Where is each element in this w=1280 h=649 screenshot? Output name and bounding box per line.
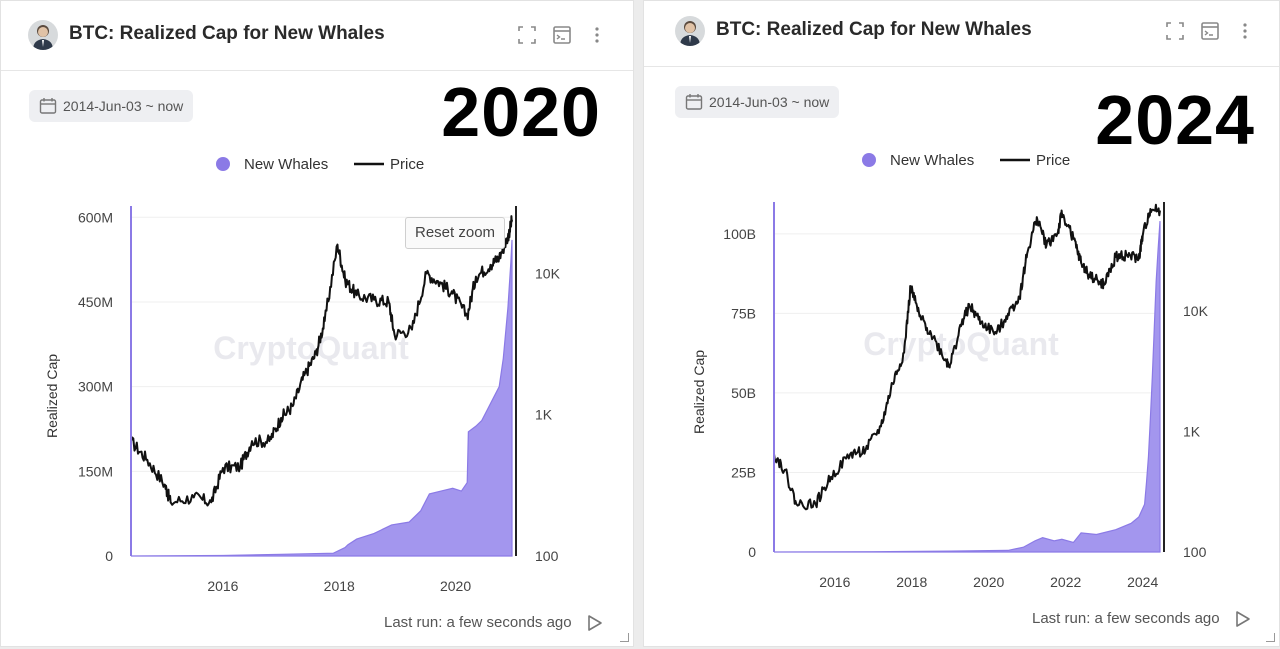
date-range-text: 2014-Jun-03 ~ now [709,94,830,110]
y-right-tick-label: 1K [535,407,553,423]
year-overlay: 2020 [441,73,601,151]
y-tick-label: 150M [78,463,113,479]
chart-area[interactable]: CryptoQuant 0 25B 50B 75B 100B 100 1K 10K 2016 201… [644,1,1280,601]
series-area-new-whales [773,221,1161,553]
x-tick-label: 2024 [1127,574,1158,590]
x-tick-label: 2020 [973,574,1004,590]
date-range-text: 2014-Jun-03 ~ now [63,98,184,114]
date-range-selector[interactable]: 2014-Jun-03 ~ now [675,86,840,118]
y-right-tick-label: 100 [1183,544,1207,560]
chart-area[interactable]: CryptoQuant0150M300M450M600M1001K10K2016… [1,1,634,601]
watermark-text: CryptoQuant [863,326,1059,362]
calendar-icon [685,94,703,110]
year-overlay: 2024 [1095,81,1255,159]
resize-handle[interactable] [1266,633,1275,642]
last-run-status: Last run: a few seconds ago [1032,610,1220,627]
y-tick-label: 300M [78,379,113,395]
y-tick-label: 450M [78,294,113,310]
y-tick-label: 0 [105,548,113,564]
y-right-tick-label: 100 [535,548,559,564]
y-right-tick-label: 10K [1183,303,1209,319]
fullscreen-icon[interactable] [1165,21,1185,41]
run-play-icon[interactable] [1234,610,1252,628]
y-tick-label: 75B [731,305,756,321]
chart-panel-left: BTC: Realized Cap for New Whales 2014-Ju… [0,0,634,647]
y-tick-label: 100B [723,226,756,242]
chart-title: BTC: Realized Cap for New Whales [716,19,1032,40]
y-tick-label: 50B [731,385,756,401]
panel-header: BTC: Realized Cap for New Whales [644,1,1279,67]
y-right-tick-label: 10K [535,265,561,281]
chart-title: BTC: Realized Cap for New Whales [69,23,385,44]
x-tick-label: 2018 [324,578,355,594]
legend: New Whales Price [862,152,1070,169]
legend-marker-new-whales [216,157,230,171]
console-icon[interactable] [1200,21,1220,41]
legend-label-new-whales: New Whales [244,156,328,173]
legend-marker-new-whales [862,153,876,167]
y-tick-label: 25B [731,464,756,480]
x-tick-label: 2016 [207,578,238,594]
calendar-icon [39,98,57,114]
reset-zoom-button[interactable]: Reset zoom [405,217,506,249]
series-line-price [130,215,513,507]
more-vertical-icon[interactable] [587,25,607,45]
y-axis-title: Realized Cap [691,350,707,434]
console-icon[interactable] [552,25,572,45]
chart-panel-right: BTC: Realized Cap for New Whales 2014-Ju… [643,0,1280,647]
legend-label-price: Price [1036,152,1070,169]
fullscreen-icon[interactable] [517,25,537,45]
legend-label-price: Price [390,156,424,173]
series-line-price [773,203,1161,511]
last-run-status: Last run: a few seconds ago [384,614,572,631]
legend: New Whales Price [216,156,424,173]
run-play-icon[interactable] [586,614,604,632]
y-axis-title: Realized Cap [44,354,60,438]
x-tick-label: 2016 [819,574,850,590]
y-tick-label: 600M [78,209,113,225]
series-area-new-whales [130,239,513,557]
x-tick-label: 2022 [1050,574,1081,590]
legend-label-new-whales: New Whales [890,152,974,169]
y-right-tick-label: 1K [1183,423,1201,439]
x-tick-label: 2018 [896,574,927,590]
author-avatar[interactable] [28,20,58,50]
resize-handle[interactable] [620,633,629,642]
y-tick-label: 0 [748,544,756,560]
author-avatar[interactable] [675,16,705,46]
date-range-selector[interactable]: 2014-Jun-03 ~ now [29,90,194,122]
more-vertical-icon[interactable] [1235,21,1255,41]
panel-header: BTC: Realized Cap for New Whales [1,1,633,71]
x-tick-label: 2020 [440,578,471,594]
